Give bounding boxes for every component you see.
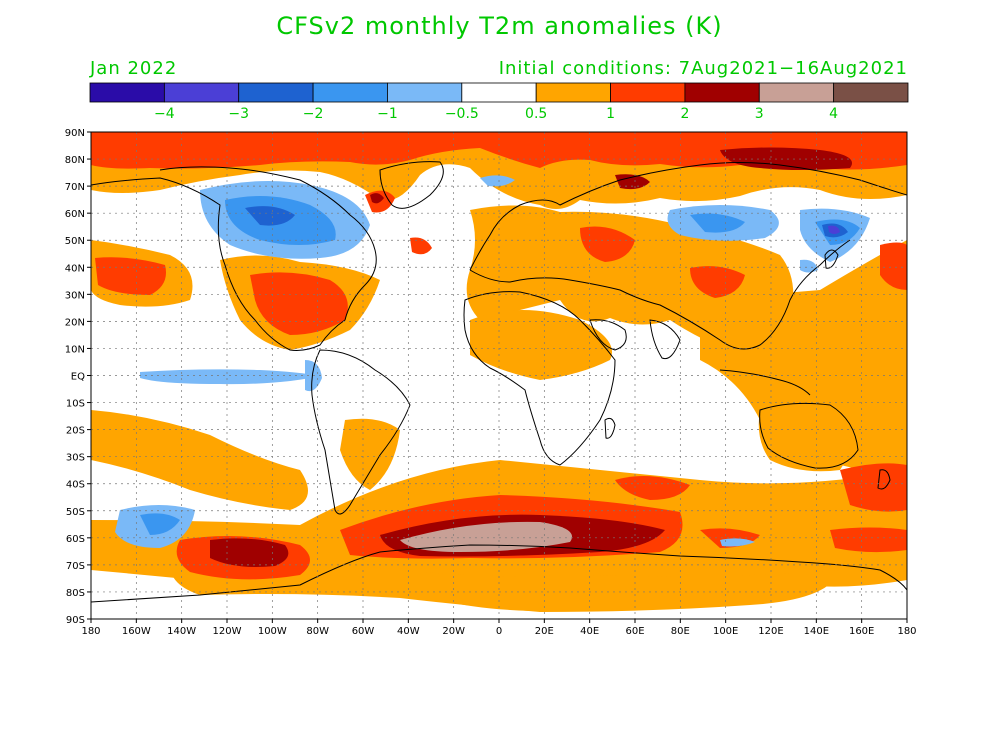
colorbar-label: −0.5 xyxy=(445,106,479,122)
latitude-label: 50S xyxy=(66,507,85,518)
colorbar-swatch xyxy=(461,82,537,103)
latitude-label: 20S xyxy=(66,426,85,437)
axis-ticks: 90N 80N 70N 60N 50N 40N 30N 20N 10N EQ 10S 20S 30S 40… xyxy=(65,128,917,637)
colorbar-swatch xyxy=(387,82,463,103)
latitude-label: 40N xyxy=(65,263,85,274)
longitude-label: 120E xyxy=(758,626,783,637)
longitude-label: 140W xyxy=(167,626,196,637)
gridlines xyxy=(91,132,907,619)
colorbar xyxy=(89,82,909,103)
colorbar-label: −2 xyxy=(303,106,324,122)
initial-conditions-label: Initial conditions: 7Aug2021−16Aug2021 xyxy=(498,58,908,79)
latitude-label: 10N xyxy=(65,344,85,355)
colorbar-label: 4 xyxy=(829,106,838,122)
colorbar-label: −4 xyxy=(154,106,175,122)
latitude-label: 50N xyxy=(65,236,85,247)
longitude-label: 40E xyxy=(580,626,599,637)
longitude-label: 0 xyxy=(496,626,502,637)
colorbar-swatch xyxy=(312,82,388,103)
longitude-label: 140E xyxy=(804,626,829,637)
colorbar-swatch xyxy=(684,82,760,103)
longitude-label: 160W xyxy=(122,626,151,637)
latitude-label: 60N xyxy=(65,209,85,220)
colorbar-label: 3 xyxy=(755,106,764,122)
latitude-label: 70N xyxy=(65,182,85,193)
latitude-label: 20N xyxy=(65,317,85,328)
forecast-month-label: Jan 2022 xyxy=(90,58,178,79)
colorbar-swatch xyxy=(610,82,686,103)
longitude-label: 80E xyxy=(671,626,690,637)
map-panel: 90N 80N 70N 60N 50N 40N 30N 20N 10N EQ 10S 20S 30S 40… xyxy=(65,128,917,637)
longitude-label: 100E xyxy=(713,626,738,637)
longitude-label: 180 xyxy=(81,626,100,637)
longitude-label: 100W xyxy=(258,626,287,637)
latitude-label: 70S xyxy=(66,561,85,572)
colorbar-swatch xyxy=(758,82,835,103)
latitude-label: 30S xyxy=(66,453,85,464)
coastlines xyxy=(91,161,907,603)
latitude-label: 90S xyxy=(66,615,85,626)
colorbar-label: −3 xyxy=(228,106,249,122)
latitude-label: 80S xyxy=(66,588,85,599)
map-title: CFSv2 monthly T2m anomalies (K) xyxy=(276,12,723,40)
colorbar-swatch xyxy=(89,82,165,103)
longitude-label: 180 xyxy=(897,626,916,637)
latitude-label: 60S xyxy=(66,534,85,545)
latitude-label: 80N xyxy=(65,155,85,166)
colorbar-labels: −4 −3 −2 −1 −0.5 0.5 1 2 3 4 xyxy=(154,106,838,122)
latitude-label: 90N xyxy=(65,128,85,139)
anomaly-fill xyxy=(91,132,907,612)
latitude-label: 30N xyxy=(65,290,85,301)
longitude-label: 160E xyxy=(849,626,874,637)
colorbar-label: −1 xyxy=(377,106,398,122)
latitude-label: 40S xyxy=(66,480,85,491)
latitude-label: EQ xyxy=(71,372,85,383)
longitude-label: 80W xyxy=(306,626,329,637)
longitude-label: 20E xyxy=(535,626,554,637)
colorbar-swatch xyxy=(238,82,314,103)
longitude-label: 120W xyxy=(213,626,242,637)
colorbar-label: 2 xyxy=(680,106,689,122)
longitude-label: 20W xyxy=(442,626,465,637)
latitude-label: 10S xyxy=(66,399,85,410)
longitude-label: 40W xyxy=(397,626,420,637)
longitude-label: 60E xyxy=(625,626,644,637)
colorbar-swatch xyxy=(163,82,240,103)
colorbar-swatch xyxy=(535,82,611,103)
longitude-label: 60W xyxy=(352,626,375,637)
colorbar-swatch xyxy=(833,82,909,103)
colorbar-label: 0.5 xyxy=(525,106,547,122)
colorbar-label: 1 xyxy=(606,106,615,122)
